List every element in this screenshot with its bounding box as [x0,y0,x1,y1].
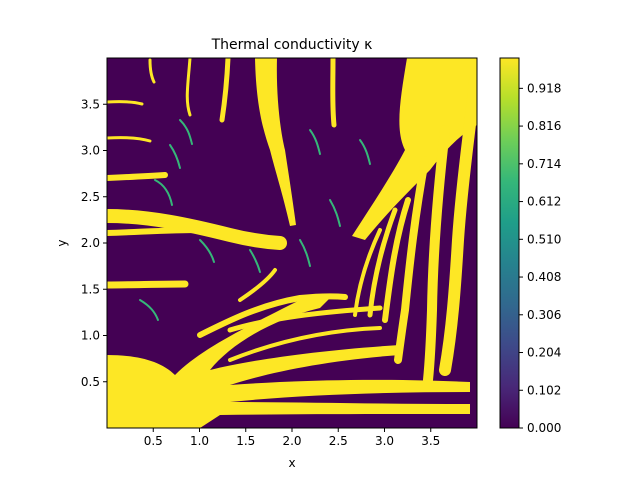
colorbar-tick-label: 0.102 [527,383,561,397]
colorbar-tick-label: 0.306 [527,308,561,322]
right-branch [423,125,450,385]
left-branch [107,227,203,236]
x-tick-label: 0.5 [144,434,163,448]
colorbar-tick-label: 0.408 [527,270,561,284]
y-axis-ticks: 0.5 1.0 1.5 2.0 2.5 3.0 3.5 [81,97,107,389]
x-tick-label: 1.0 [190,434,209,448]
right-branch [439,74,477,376]
x-tick-label: 3.5 [421,434,440,448]
branch-tip [249,249,261,273]
top-branch [219,58,231,123]
right-branch [367,207,398,318]
x-tick-label: 3.0 [375,434,394,448]
left-branch [107,136,152,143]
top-branch [330,58,337,128]
x-axis-ticks: 0.5 1.0 1.5 2.0 2.5 3.0 3.5 [144,428,440,448]
bottom-left-region [107,298,470,428]
y-tick-label: 2.0 [81,236,100,250]
y-tick-label: 3.5 [81,97,100,111]
branch-tip [329,199,341,227]
y-tick-label: 1.5 [81,282,100,296]
colorbar-tick-label: 0.714 [527,157,561,171]
colorbar-tick-label: 0.204 [527,346,561,360]
y-tick-label: 2.5 [81,190,100,204]
right-branch [394,156,429,364]
colorbar-tick-label: 0.510 [527,232,561,246]
colorbar-tick-label: 0.816 [527,119,561,133]
colorbar-tick-label: 0.918 [527,81,561,95]
x-axis-label: x [288,456,295,470]
right-branch [353,228,382,317]
x-tick-label: 1.5 [236,434,255,448]
branch-tip [169,144,181,169]
heatmap-branches [107,58,477,428]
branch-tip [154,179,173,206]
top-branch [148,58,156,84]
top-right-region [352,58,477,240]
left-branch [107,172,168,181]
mid-branch [228,326,382,362]
x-tick-label: 2.0 [282,434,301,448]
colorbar-tick-label: 0.000 [527,421,561,435]
heatmap-area [106,57,478,429]
colorbar: 0.000 0.102 0.204 0.306 0.408 0.510 0.612 0.714… [499,57,561,435]
y-tick-label: 1.0 [81,329,100,343]
branch-tip [359,139,371,165]
y-tick-label: 3.0 [81,144,100,158]
mid-branch [227,305,383,333]
branch-tip [299,239,311,267]
mid-branch [197,293,348,338]
left-branch [107,280,189,289]
branch-tip [139,299,159,321]
branch-tip [199,239,215,263]
y-axis-label: y [55,239,69,246]
colorbar-gradient [499,57,520,429]
branch-tip [179,119,193,145]
colorbar-ticks: 0.000 0.102 0.204 0.306 0.408 0.510 0.612 0.714… [519,81,561,435]
right-branch [382,197,411,323]
top-trunk [255,58,296,226]
chart-title: Thermal conductivity κ [211,37,373,53]
colorbar-tick-label: 0.612 [527,195,561,209]
y-tick-label: 0.5 [81,375,100,389]
branch-tip [309,129,321,155]
top-branch [185,58,192,117]
x-tick-label: 2.5 [329,434,348,448]
left-branch [107,100,144,106]
mid-branch [238,268,277,302]
left-branch [107,209,287,250]
